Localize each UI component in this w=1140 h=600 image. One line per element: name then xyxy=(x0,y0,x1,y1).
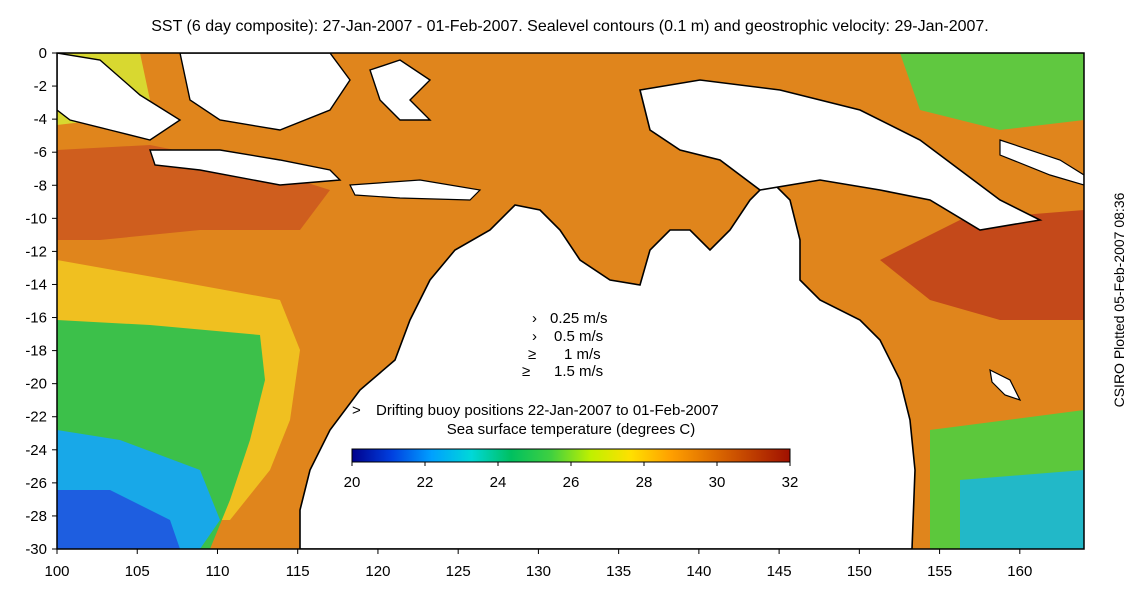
x-tick-label: 155 xyxy=(927,563,952,580)
velocity-arrow-icon: ≥ xyxy=(522,363,530,380)
y-tick-label: -12 xyxy=(25,243,47,260)
y-tick-label: -18 xyxy=(25,343,47,360)
colorbar-tick-label: 20 xyxy=(344,474,361,491)
velocity-arrow-icon: ≥ xyxy=(528,346,536,363)
y-tick-label: -22 xyxy=(25,409,47,426)
colorbar-ticks: 20 22 24 26 28 30 32 xyxy=(344,462,799,491)
x-tick-label: 100 xyxy=(44,563,69,580)
velocity-label: 0.5 m/s xyxy=(554,328,603,345)
ocean-colder-region xyxy=(57,490,180,549)
buoy-legend-label: Drifting buoy positions 22-Jan-2007 to 0… xyxy=(376,402,719,419)
velocity-label: 0.25 m/s xyxy=(550,310,608,327)
x-tick-label: 115 xyxy=(286,563,310,580)
sumatra-landmass xyxy=(57,53,182,141)
map-title: SST (6 day composite): 27-Jan-2007 - 01-… xyxy=(151,18,989,35)
borneo-landmass xyxy=(179,53,351,131)
new-caledonia xyxy=(989,368,1022,402)
buoy-legend: > Drifting buoy positions 22-Jan-2007 to… xyxy=(352,402,719,419)
y-tick-label: -2 xyxy=(34,78,47,95)
x-tick-label: 150 xyxy=(847,563,872,580)
y-tick-label: -10 xyxy=(25,210,47,227)
ocean-hot-region xyxy=(880,210,1084,320)
velocity-label: 1.5 m/s xyxy=(554,363,603,380)
lesser-sunda-islands xyxy=(349,179,482,201)
y-axis: 0 -2 -4 -6 -8 -10 -12 -14 -16 -18 -20 -22 -24 -26 -28 -… xyxy=(25,45,57,558)
x-tick-label: 135 xyxy=(606,563,631,580)
velocity-arrow-icon: › xyxy=(532,328,537,345)
solomon-islands xyxy=(999,139,1084,186)
new-guinea-landmass xyxy=(639,79,1043,231)
x-tick-label: 120 xyxy=(365,563,390,580)
y-tick-label: 0 xyxy=(39,45,47,62)
velocity-arrow-icon: › xyxy=(532,310,537,327)
x-tick-label: 105 xyxy=(125,563,150,580)
sulawesi-landmass xyxy=(369,59,432,121)
y-tick-label: -4 xyxy=(34,111,47,128)
colorbar-title: Sea surface temperature (degrees C) xyxy=(447,421,695,438)
colorbar: Sea surface temperature (degrees C) 20 22… xyxy=(344,421,799,491)
colorbar-tick-label: 30 xyxy=(709,474,726,491)
x-tick-label: 140 xyxy=(686,563,711,580)
colorbar-tick-label: 24 xyxy=(490,474,507,491)
colorbar-tick-label: 26 xyxy=(563,474,580,491)
buoy-marker-icon: > xyxy=(352,402,361,419)
x-axis: 100 105 110 115 120 125 130 135 140 145 150 155 160 xyxy=(44,549,1032,580)
y-tick-label: -16 xyxy=(25,310,47,327)
y-tick-label: -20 xyxy=(25,376,47,393)
colorbar-tick-label: 32 xyxy=(782,474,799,491)
java-landmass xyxy=(149,149,342,186)
x-tick-label: 110 xyxy=(206,563,230,580)
ocean-cool-region xyxy=(900,53,1084,130)
velocity-legend: › 0.25 m/s › 0.5 m/s ≥ 1 m/s ≥ 1.5 m/s xyxy=(522,310,608,380)
x-tick-label: 145 xyxy=(767,563,792,580)
y-tick-label: -8 xyxy=(34,177,47,194)
y-tick-label: -6 xyxy=(34,144,47,161)
x-tick-label: 160 xyxy=(1007,563,1032,580)
velocity-label: 1 m/s xyxy=(564,346,601,363)
x-tick-label: 130 xyxy=(526,563,551,580)
y-tick-label: -30 xyxy=(25,541,47,558)
y-tick-label: -26 xyxy=(25,475,47,492)
y-tick-label: -28 xyxy=(25,508,47,525)
y-tick-label: -14 xyxy=(25,276,47,293)
x-tick-label: 125 xyxy=(446,563,471,580)
y-tick-label: -24 xyxy=(25,442,47,459)
plot-frame xyxy=(56,52,1085,550)
colorbar-scale xyxy=(351,448,791,463)
colorbar-tick-label: 28 xyxy=(636,474,653,491)
colorbar-tick-label: 22 xyxy=(417,474,434,491)
ocean-cold-region xyxy=(960,470,1084,549)
